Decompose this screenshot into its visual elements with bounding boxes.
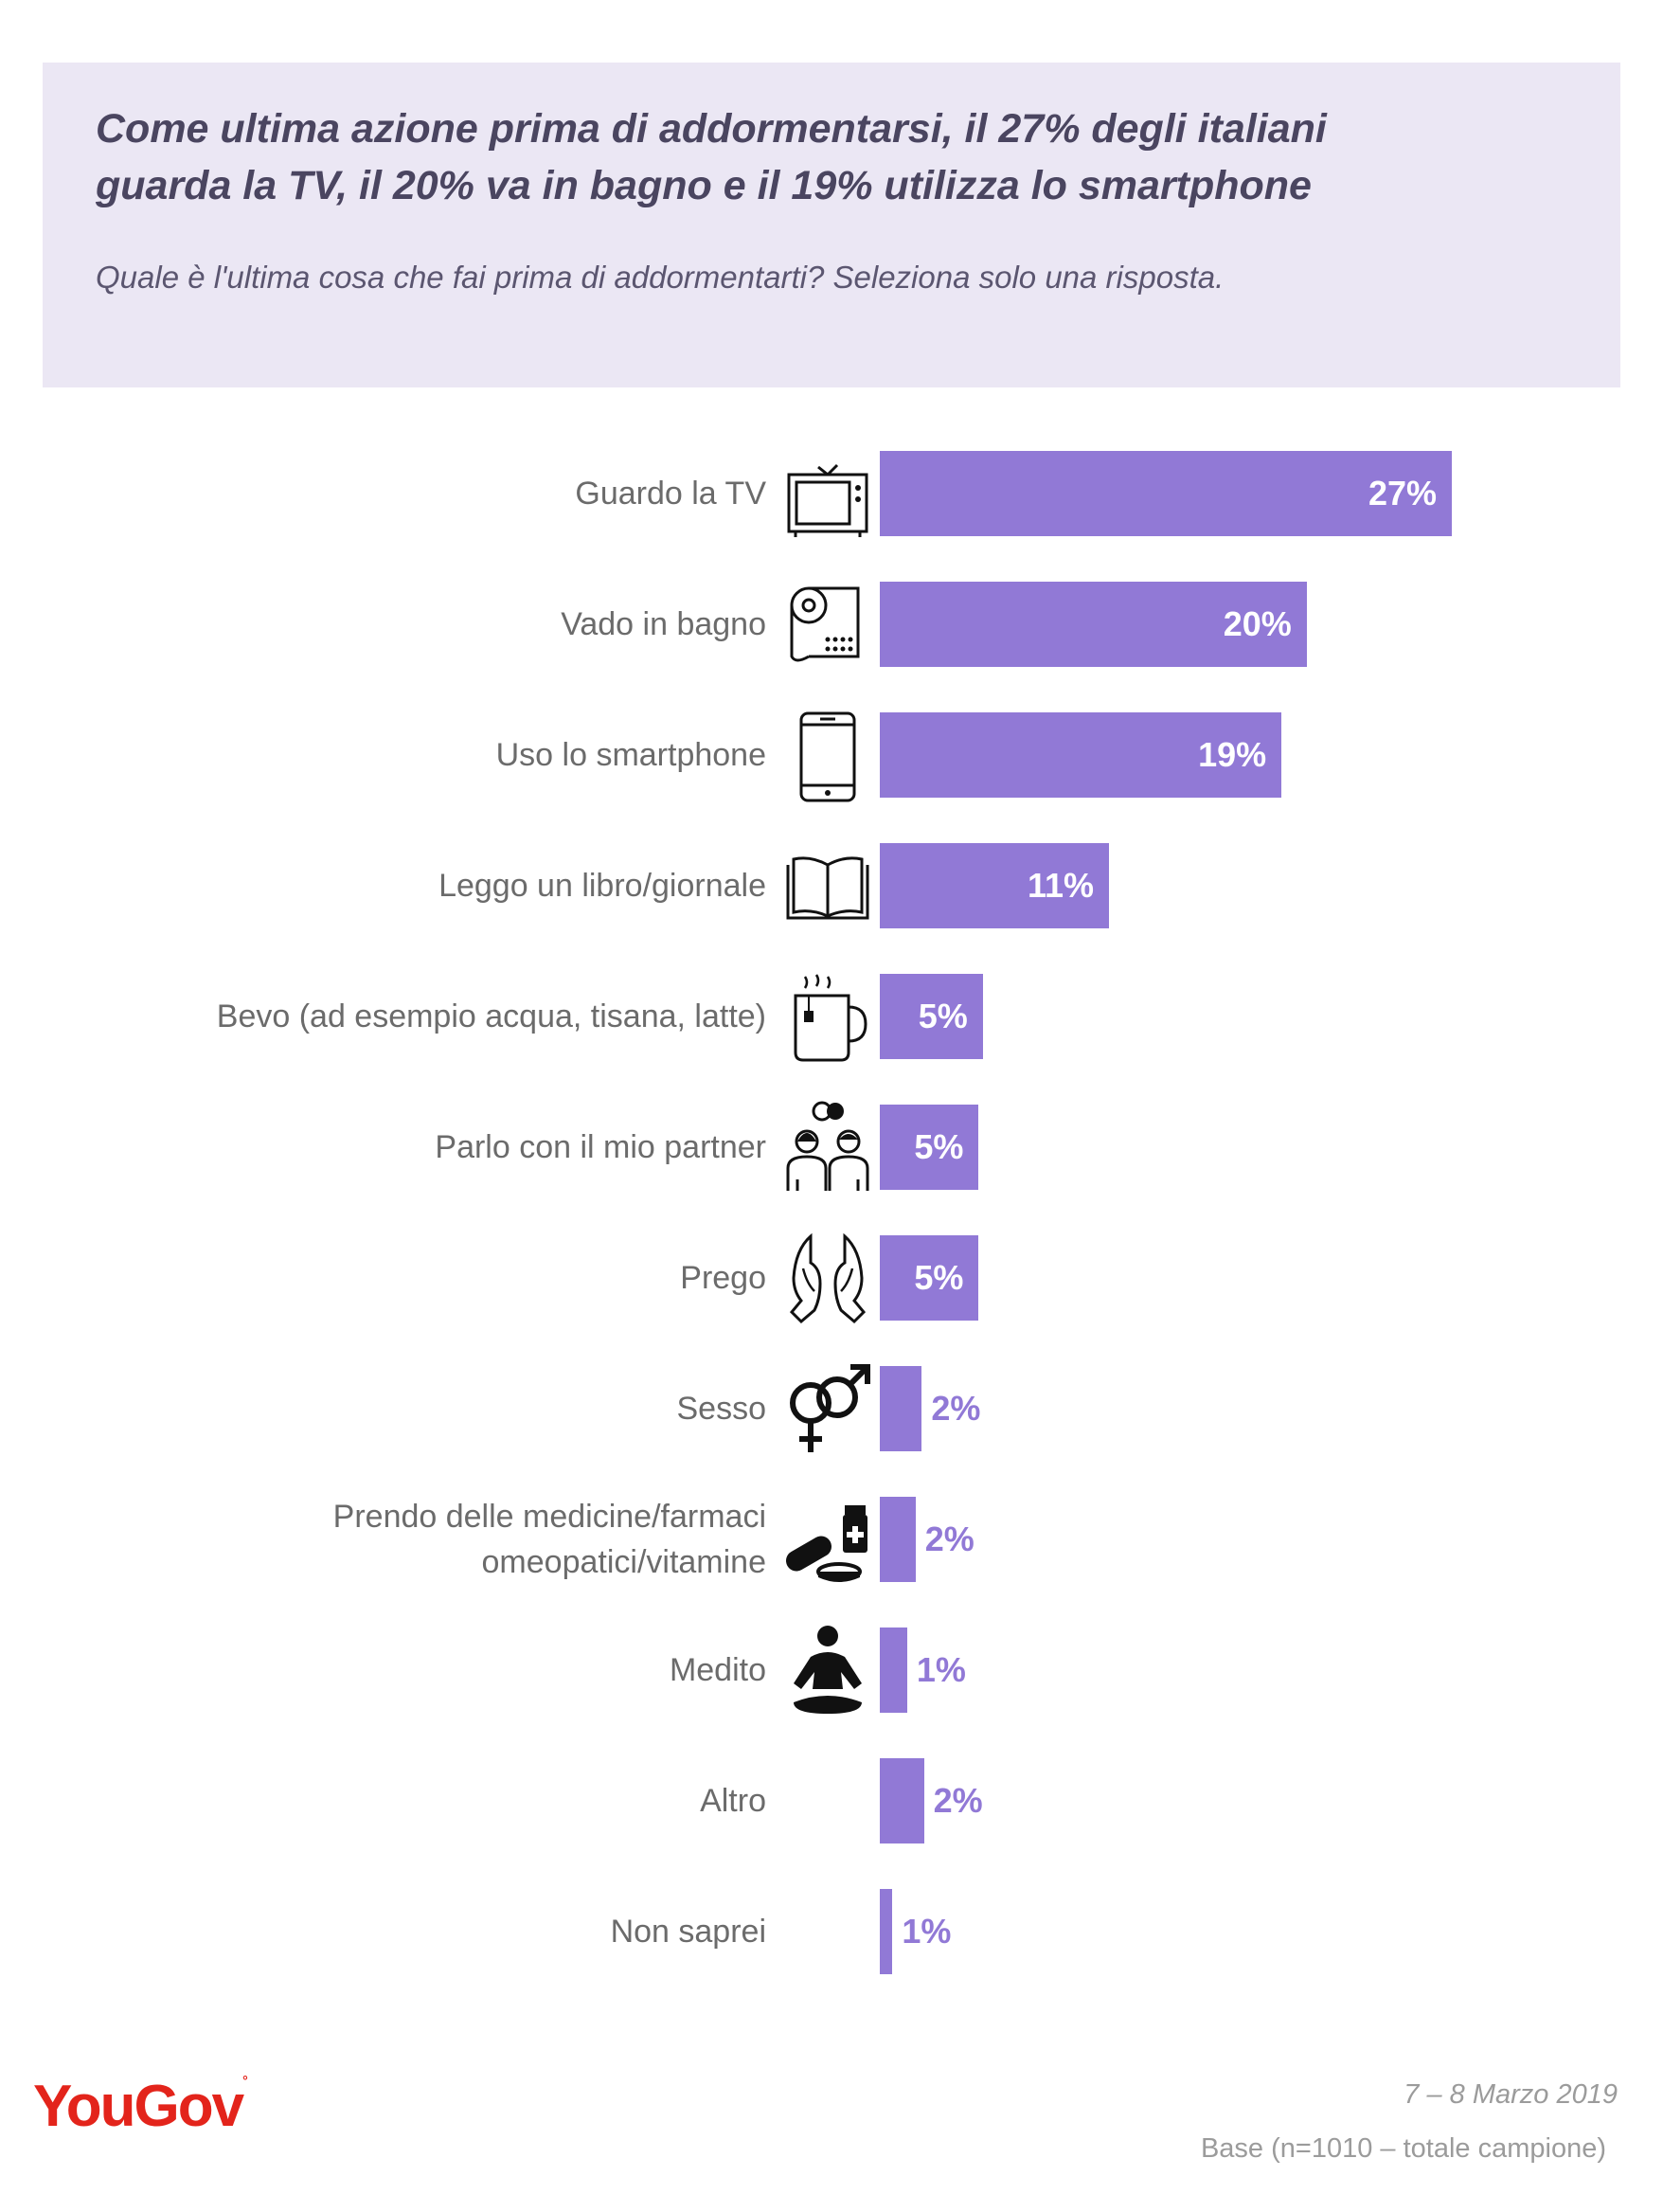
category-label-line: Parlo con il mio partner: [435, 1129, 766, 1165]
category-label-line: Uso lo smartphone: [495, 737, 766, 773]
category-label: Bevo (ad esempio acqua, tisana, latte): [46, 994, 766, 1039]
bar: [880, 451, 1452, 536]
page-title: Come ultima azione prima di addormentars…: [96, 100, 1573, 214]
category-label-line: Guardo la TV: [575, 476, 766, 512]
category-label: Prego: [46, 1255, 766, 1301]
bar: [880, 1105, 979, 1190]
category-label: Guardo la TV: [46, 471, 766, 516]
category-label-line: Altro: [700, 1783, 766, 1819]
title-line-1: Come ultima azione prima di addormentars…: [96, 106, 1327, 152]
gender-symbols-icon: [782, 1361, 873, 1456]
category-label: Uso lo smartphone: [46, 732, 766, 778]
bar: [880, 1366, 922, 1451]
value-label: 1%: [902, 1912, 952, 1951]
category-label-line: Vado in bagno: [561, 606, 766, 642]
mug-icon: [782, 969, 873, 1064]
value-label: 5%: [914, 1258, 964, 1297]
toilet-paper-icon: [782, 577, 873, 672]
value-label: 5%: [914, 1127, 964, 1166]
survey-date: 7 – 8 Marzo 2019: [1404, 2079, 1618, 2110]
category-label: Non saprei: [46, 1909, 766, 1954]
value-label: 1%: [916, 1650, 966, 1689]
value-label: 2%: [933, 1781, 983, 1820]
category-label: Prendo delle medicine/farmaci omeopatici/…: [46, 1494, 766, 1585]
category-label-line: omeopatici/vitamine: [481, 1544, 766, 1580]
bar: [880, 1497, 916, 1582]
category-label-line: Sesso: [676, 1391, 767, 1427]
category-label: Parlo con il mio partner: [46, 1124, 766, 1170]
category-label-line: Non saprei: [610, 1914, 766, 1950]
bar: [880, 582, 1307, 667]
page-subtitle: Quale è l'ultima cosa che fai prima di a…: [96, 260, 1225, 295]
category-label: Leggo un libro/giornale: [46, 863, 766, 908]
category-label: Sesso: [46, 1386, 767, 1431]
couple-icon: [782, 1100, 873, 1195]
tv-icon: [782, 446, 873, 541]
category-label: Altro: [46, 1778, 766, 1824]
category-label-line: Prego: [680, 1260, 766, 1296]
book-icon: [782, 838, 873, 933]
category-label: Vado in bagno: [46, 602, 766, 647]
category-label-line: Bevo (ad esempio acqua, tisana, latte): [216, 998, 766, 1034]
value-label: 2%: [924, 1520, 975, 1558]
bar: [880, 843, 1110, 928]
category-label: Medito: [46, 1647, 766, 1693]
value-label: 27%: [1368, 474, 1437, 513]
value-label: 5%: [918, 997, 968, 1035]
praying-hands-icon: [782, 1231, 873, 1325]
bar: [880, 1235, 979, 1321]
bar: [880, 712, 1282, 798]
bar: [880, 1758, 924, 1843]
category-label-line: Prendo delle medicine/farmaci: [332, 1499, 766, 1535]
bar: [880, 1889, 893, 1974]
category-label-line: Medito: [669, 1652, 766, 1688]
header-panel: Come ultima azione prima di addormentars…: [43, 63, 1620, 387]
meditation-icon: [782, 1623, 873, 1717]
value-label: 2%: [931, 1389, 981, 1428]
smartphone-icon: [782, 708, 873, 802]
sample-base: Base (n=1010 – totale campione): [1200, 2133, 1606, 2164]
value-label: 11%: [1027, 866, 1095, 905]
pills-icon: [782, 1492, 873, 1587]
bar: [880, 974, 983, 1059]
value-label: 19%: [1198, 735, 1267, 774]
category-label-line: Leggo un libro/giornale: [438, 868, 766, 904]
title-line-2: guarda la TV, il 20% va in bagno e il 19…: [96, 163, 1312, 208]
yougov-logo: YouGov°: [33, 2073, 248, 2139]
bar: [880, 1628, 907, 1713]
value-label: 20%: [1223, 604, 1292, 643]
logo-text: YouGov: [33, 2074, 244, 2139]
